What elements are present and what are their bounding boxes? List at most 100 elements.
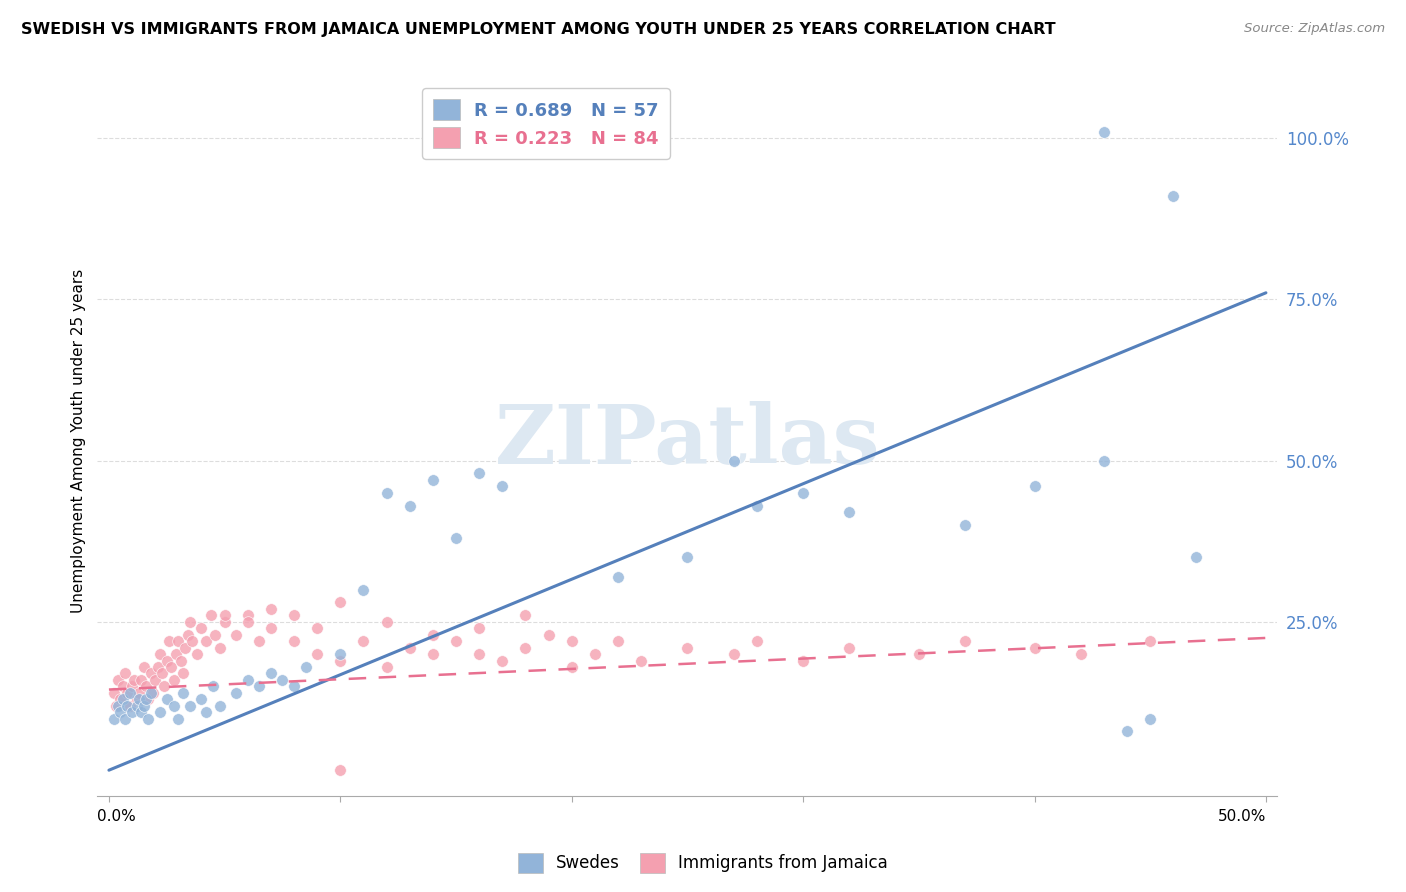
Legend: Swedes, Immigrants from Jamaica: Swedes, Immigrants from Jamaica (512, 847, 894, 880)
Point (515, 608, 537, 623)
Point (537, 628, 560, 642)
Point (1092, 453, 1115, 467)
Point (260, 602, 283, 616)
Point (294, 660, 316, 674)
Point (190, 692, 212, 706)
Point (953, 634, 976, 648)
Point (136, 712, 159, 726)
Point (208, 698, 231, 713)
Point (146, 660, 169, 674)
Point (1185, 550, 1208, 565)
Point (181, 634, 204, 648)
Point (375, 615, 398, 629)
Point (167, 712, 190, 726)
Text: ZIPatlas: ZIPatlas (495, 401, 880, 481)
Point (1092, 124, 1115, 138)
Point (838, 505, 860, 519)
Point (169, 653, 191, 667)
Point (745, 634, 768, 648)
Point (630, 653, 652, 667)
Point (160, 660, 183, 674)
Point (172, 666, 194, 681)
Point (723, 453, 745, 467)
Point (174, 640, 197, 655)
Point (156, 692, 179, 706)
Point (118, 686, 141, 700)
Point (1024, 640, 1046, 655)
Point (260, 621, 283, 635)
Point (271, 673, 294, 687)
Point (153, 679, 176, 693)
Legend: R = 0.689   N = 57, R = 0.223   N = 84: R = 0.689 N = 57, R = 0.223 N = 84 (422, 88, 669, 159)
Point (1163, 189, 1185, 203)
Text: 0.0%: 0.0% (97, 809, 136, 824)
Point (195, 705, 218, 719)
Point (167, 634, 190, 648)
Point (329, 653, 352, 667)
Point (124, 673, 146, 687)
Point (1024, 479, 1046, 493)
Point (208, 640, 231, 655)
Point (114, 666, 136, 681)
Point (179, 698, 201, 713)
Point (139, 666, 162, 681)
Point (179, 615, 201, 629)
Point (157, 634, 180, 648)
Point (114, 712, 136, 726)
Point (247, 679, 270, 693)
Point (353, 634, 375, 648)
Point (561, 634, 583, 648)
Point (149, 705, 172, 719)
Point (422, 473, 444, 487)
Point (163, 673, 186, 687)
Point (143, 673, 166, 687)
Point (307, 647, 329, 661)
Point (283, 608, 305, 623)
Point (121, 705, 143, 719)
Point (283, 679, 305, 693)
Point (131, 673, 153, 687)
Point (583, 647, 606, 661)
Point (422, 647, 444, 661)
Point (491, 479, 513, 493)
Point (107, 673, 129, 687)
Point (236, 608, 259, 623)
Point (953, 518, 976, 533)
Point (104, 698, 127, 713)
Point (136, 692, 159, 706)
Point (375, 660, 398, 674)
Point (561, 660, 583, 674)
Point (165, 647, 187, 661)
Point (676, 640, 699, 655)
Point (515, 640, 537, 655)
Point (135, 679, 157, 693)
Point (468, 647, 491, 661)
Point (121, 679, 143, 693)
Point (163, 698, 186, 713)
Text: 50.0%: 50.0% (1218, 809, 1265, 824)
Point (200, 608, 222, 623)
Point (125, 692, 148, 706)
Point (110, 692, 132, 706)
Point (139, 686, 162, 700)
Point (398, 640, 420, 655)
Point (838, 640, 860, 655)
Point (225, 686, 247, 700)
Point (186, 647, 208, 661)
Point (110, 705, 132, 719)
Point (792, 485, 814, 500)
Point (118, 698, 141, 713)
Point (468, 467, 491, 481)
Point (607, 569, 630, 583)
Point (1139, 712, 1161, 726)
Point (132, 698, 155, 713)
Point (907, 647, 929, 661)
Point (1070, 647, 1092, 661)
Point (204, 628, 226, 642)
Point (444, 634, 467, 648)
Point (723, 647, 745, 661)
Point (107, 698, 129, 713)
Point (202, 679, 225, 693)
Point (329, 763, 352, 777)
Point (149, 647, 172, 661)
